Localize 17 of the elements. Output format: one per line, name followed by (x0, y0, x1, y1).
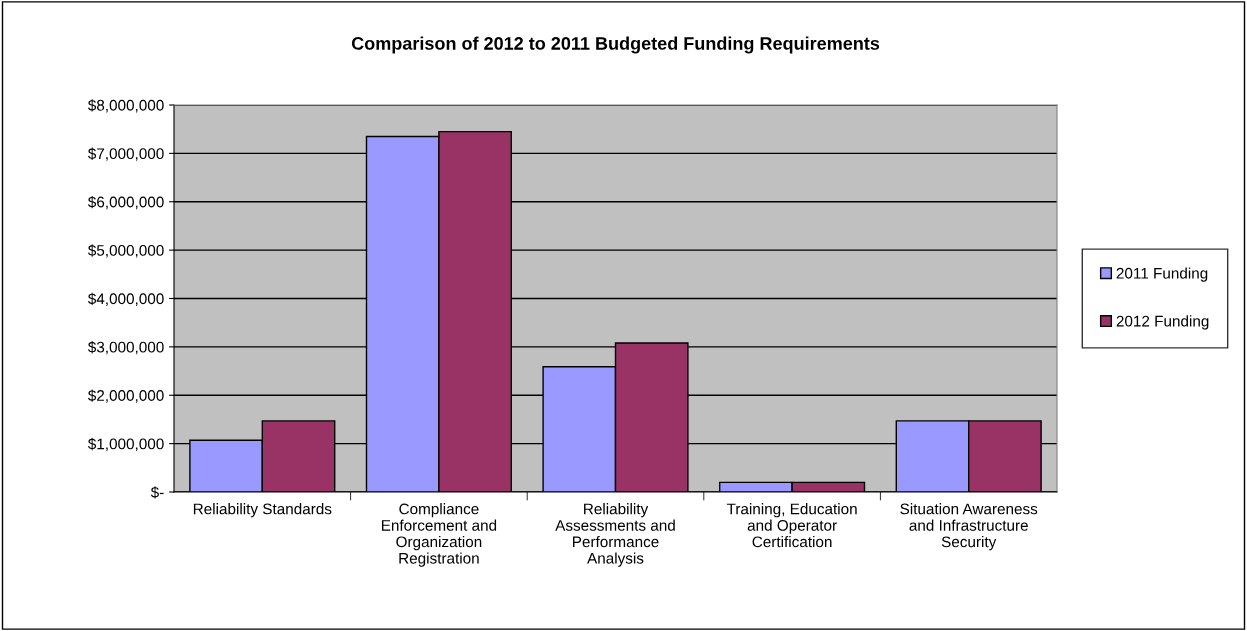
x-tick-label: Reliability Assessments and Performance Analysis (555, 503, 675, 567)
y-tick-label: $- (150, 486, 164, 499)
x-tick-label: Situation Awareness and Infrastructure Security (900, 503, 1038, 551)
y-tick-label: $3,000,000 (87, 341, 164, 355)
y-tick-label: $6,000,000 (87, 195, 164, 210)
legend-label: 2011 Funding (1116, 267, 1208, 282)
x-tick-label: Training, Education and Operator Certification (726, 503, 857, 548)
x-tick-label: Compliance Enforcement and Organization Registration (381, 503, 497, 567)
chart-title: Comparison of 2012 to 2011 Budgeted Funding Requirements (351, 36, 880, 54)
y-tick-label: $5,000,000 (87, 244, 164, 258)
y-tick-label: $1,000,000 (87, 437, 164, 452)
y-tick-label: $7,000,000 (87, 147, 164, 161)
y-tick-label: $2,000,000 (87, 389, 164, 403)
legend-label: 2012 Funding (1116, 315, 1209, 330)
y-tick-label: $8,000,000 (87, 99, 164, 113)
x-tick-label: Reliability Standards (193, 503, 332, 518)
y-tick-label: $4,000,000 (87, 292, 164, 306)
